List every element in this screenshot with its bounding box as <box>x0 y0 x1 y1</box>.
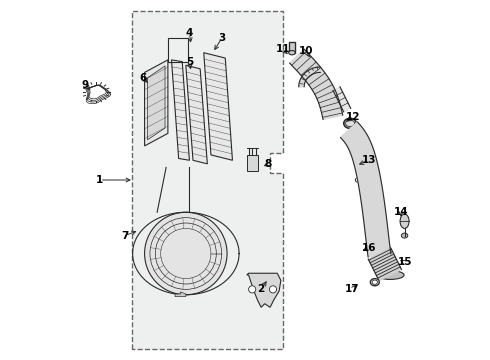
Polygon shape <box>333 87 351 112</box>
Text: 1: 1 <box>96 175 103 185</box>
Polygon shape <box>175 292 186 297</box>
Polygon shape <box>247 273 281 307</box>
Polygon shape <box>186 65 207 164</box>
Polygon shape <box>290 49 343 120</box>
Ellipse shape <box>400 214 409 228</box>
Ellipse shape <box>289 50 295 55</box>
Ellipse shape <box>344 118 356 129</box>
Text: 5: 5 <box>186 57 193 67</box>
Ellipse shape <box>376 271 404 279</box>
Text: 13: 13 <box>362 155 376 165</box>
Bar <box>289 42 295 53</box>
Text: 3: 3 <box>218 33 225 43</box>
Ellipse shape <box>401 233 408 238</box>
Text: 7: 7 <box>121 231 128 240</box>
Text: 4: 4 <box>186 28 193 38</box>
Bar <box>168 39 188 62</box>
Polygon shape <box>132 12 283 348</box>
Polygon shape <box>145 60 168 146</box>
Text: 6: 6 <box>139 73 147 83</box>
Polygon shape <box>172 60 190 160</box>
Circle shape <box>145 212 227 295</box>
Text: 16: 16 <box>362 243 376 253</box>
Text: 12: 12 <box>345 112 360 122</box>
Ellipse shape <box>370 244 382 253</box>
Text: 14: 14 <box>393 207 408 217</box>
Text: 8: 8 <box>265 159 272 169</box>
Polygon shape <box>299 67 320 87</box>
Text: 11: 11 <box>275 44 290 54</box>
Ellipse shape <box>372 246 380 252</box>
Text: 10: 10 <box>299 46 313 56</box>
Text: 2: 2 <box>258 284 265 294</box>
Text: 9: 9 <box>82 80 89 90</box>
Ellipse shape <box>346 131 359 139</box>
Bar <box>247 155 258 171</box>
Circle shape <box>270 286 276 293</box>
Text: 15: 15 <box>397 257 412 267</box>
Polygon shape <box>204 53 232 160</box>
Polygon shape <box>147 66 165 140</box>
Polygon shape <box>368 248 401 281</box>
Polygon shape <box>341 122 391 257</box>
Circle shape <box>248 286 256 293</box>
Text: 17: 17 <box>345 284 360 294</box>
